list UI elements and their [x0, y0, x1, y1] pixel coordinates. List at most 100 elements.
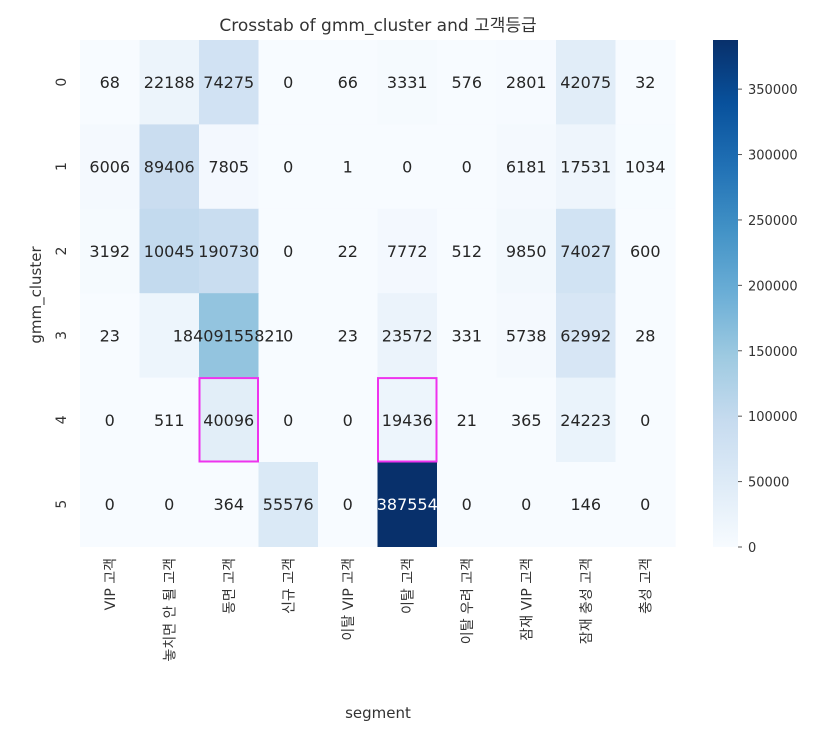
x-tick-label: VIP 고객	[103, 558, 119, 610]
cell-value-label: 146	[570, 495, 601, 514]
cell-value-label: 23	[100, 326, 120, 345]
heatmap-cell	[437, 462, 498, 547]
cell-value-label: 3192	[89, 242, 130, 261]
cell-value-label: 0	[462, 158, 472, 177]
x-tick-label: 동면 고객	[222, 558, 238, 614]
heatmap-cell	[258, 208, 319, 294]
cell-value-label: 0	[402, 158, 412, 177]
cell-value-label: 62992	[560, 326, 611, 345]
cell-value-label: 1	[343, 158, 353, 177]
colorbar-tick-label: 250000	[748, 214, 798, 229]
heatmap-cell	[258, 377, 319, 463]
heatmap-cell	[556, 293, 617, 379]
heatmap-cell	[496, 462, 557, 547]
heatmap-cell	[199, 293, 260, 379]
heatmap-cell	[437, 124, 498, 210]
cell-value-label: 21	[457, 411, 477, 430]
cell-value-label: 40096	[203, 411, 254, 430]
heatmap-cell	[139, 293, 200, 379]
heatmap-cell	[199, 208, 260, 294]
colorbar-tick-label: 350000	[748, 83, 798, 98]
y-tick-label: 0	[54, 78, 70, 87]
heatmap-cell	[80, 377, 141, 463]
cell-value-label: 9850	[506, 242, 547, 261]
cell-value-label: 190730	[198, 242, 259, 261]
heatmap-cell	[496, 208, 557, 294]
heatmap-cell	[318, 208, 379, 294]
heatmap-cell	[80, 124, 141, 210]
cell-value-label: 331	[451, 326, 482, 345]
highlight-box	[198, 377, 259, 463]
heatmap-cell	[139, 377, 200, 463]
cell-value-label: 600	[630, 242, 661, 261]
heatmap-cell	[437, 293, 498, 379]
x-tick-label: 놓치면 안 될 고객	[162, 558, 178, 662]
cell-value-label: 19436	[382, 411, 433, 430]
heatmap-cell	[80, 208, 141, 294]
heatmap-cell	[318, 462, 379, 547]
x-tick-label: 잠재 충성 고객	[579, 558, 595, 644]
heatmap-cell	[615, 208, 676, 294]
y-tick-label: 2	[54, 247, 70, 256]
cell-value-label: 365	[511, 411, 542, 430]
cell-value-label: 42075	[560, 73, 611, 92]
cell-value-label: 0	[283, 158, 293, 177]
x-tick-labels: VIP 고객 놓치면 안 될 고객 동면 고객 신규 고객 이탈 VIP 고객 이탈 고객…	[103, 558, 655, 662]
cell-value-label: 66	[338, 73, 358, 92]
cell-value-label: 23	[338, 326, 358, 345]
heatmap-cell	[199, 40, 260, 125]
cell-value-label: 28	[635, 326, 655, 345]
y-tick-labels: 0 1 2 3 4 5	[54, 78, 70, 509]
cell-value-label: 68	[100, 73, 120, 92]
heatmap-cell	[496, 377, 557, 463]
heatmap-cell	[258, 462, 319, 547]
cell-value-label: 2801	[506, 73, 547, 92]
cell-value-label: 74275	[203, 73, 254, 92]
colorbar-bar	[713, 40, 738, 547]
cell-value-label: 24223	[560, 411, 611, 430]
y-tick-label: 3	[54, 331, 70, 340]
cell-value-label: 0	[283, 411, 293, 430]
heatmap-cell	[556, 124, 617, 210]
cell-value-label: 5738	[506, 326, 547, 345]
cell-value-label: 0	[521, 495, 531, 514]
x-axis-label: segment	[345, 704, 411, 722]
heatmap-cell	[80, 462, 141, 547]
cell-value-label: 18409155821	[173, 326, 285, 345]
y-tick-label: 1	[54, 162, 70, 171]
chart-title: Crosstab of gmm_cluster and 고객등급	[219, 16, 536, 36]
cell-value-label: 6181	[506, 158, 547, 177]
cell-value-label: 511	[154, 411, 185, 430]
heatmap-cell	[318, 293, 379, 379]
y-tick-label: 5	[54, 500, 70, 509]
cell-value-label: 89406	[144, 158, 195, 177]
colorbar: 0 50000 100000 150000 200000 250000 300000 3500…	[713, 40, 798, 556]
heatmap-cell	[496, 40, 557, 125]
heatmap-cell	[496, 293, 557, 379]
x-tick-label: 이탈 우려 고객	[460, 558, 476, 644]
cell-value-label: 576	[451, 73, 482, 92]
cell-value-label: 0	[283, 73, 293, 92]
heatmap-cell	[615, 377, 676, 463]
heatmap-cell	[556, 462, 617, 547]
cell-value-label: 6006	[89, 158, 130, 177]
cell-value-label: 55576	[263, 495, 314, 514]
colorbar-tick-label: 150000	[748, 345, 798, 360]
cell-value-label: 74027	[560, 242, 611, 261]
x-tick-label: 이탈 VIP 고객	[341, 558, 357, 641]
heatmap-cell	[80, 293, 141, 379]
cell-value-label: 0	[343, 411, 353, 430]
cell-value-label: 23572	[382, 326, 433, 345]
y-axis-label: gmm_cluster	[27, 246, 46, 344]
heatmap-cell	[437, 40, 498, 125]
cell-value-label: 22188	[144, 73, 195, 92]
heatmap-cell	[556, 40, 617, 125]
cell-value-label: 512	[451, 242, 482, 261]
cell-value-label: 0	[283, 242, 293, 261]
heatmap-cell	[377, 40, 438, 125]
heatmap-cell	[377, 377, 438, 463]
heatmap-cell	[139, 462, 200, 547]
